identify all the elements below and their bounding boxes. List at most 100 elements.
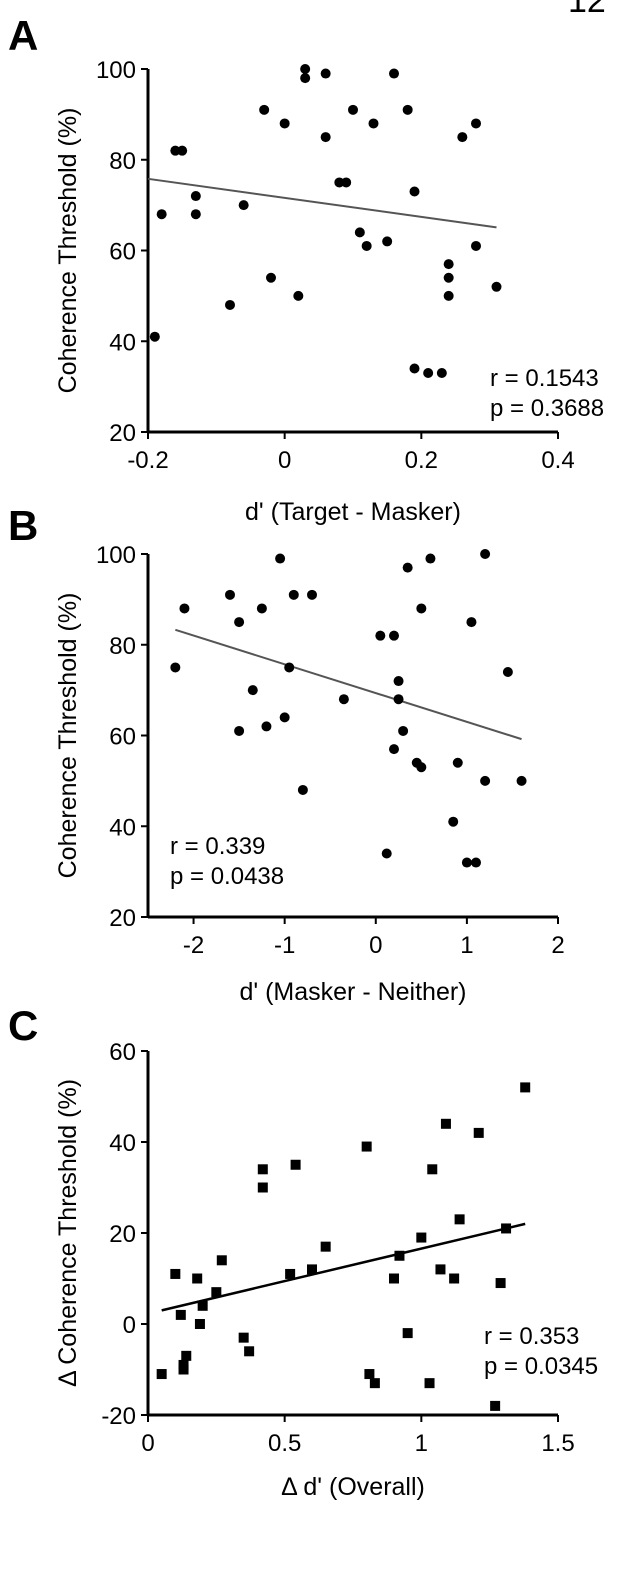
y-axis-label: Coherence Threshold (%)	[54, 108, 82, 394]
data-point	[284, 662, 295, 673]
data-point	[425, 553, 436, 564]
x-tick-label: 0	[369, 932, 382, 959]
data-point	[192, 1273, 203, 1284]
data-point	[461, 857, 472, 868]
x-tick-label: 0.5	[268, 1430, 301, 1457]
data-point	[389, 630, 399, 641]
panel-label: A	[8, 12, 38, 59]
y-tick-label: 40	[109, 814, 136, 841]
data-point	[354, 227, 365, 238]
stat-p-value: p = 0.0438	[170, 863, 284, 890]
panel-label: B	[8, 502, 38, 549]
data-point	[361, 240, 372, 251]
data-point	[307, 1264, 317, 1275]
data-point	[502, 666, 513, 677]
data-point	[238, 200, 249, 211]
data-point	[393, 676, 404, 687]
data-point	[452, 757, 463, 768]
stat-r-value: r = 0.1543	[490, 365, 599, 392]
data-point	[279, 712, 290, 723]
y-tick-label: 60	[109, 724, 136, 751]
data-point	[402, 104, 413, 115]
data-point	[520, 1082, 531, 1093]
stat-p-value: p = 0.0345	[484, 1353, 598, 1380]
chart-panel-a: A 20 40 60 80 100 -0.2 0 0.2 0.4 d' (Target - Mask…	[8, 12, 604, 526]
data-point	[436, 368, 447, 379]
x-tick-label: -1	[274, 932, 295, 959]
data-point	[257, 1164, 268, 1175]
y-tick-label: 40	[109, 1130, 136, 1157]
data-point	[427, 1164, 438, 1175]
data-point	[409, 186, 420, 197]
regression-line	[147, 177, 497, 229]
regression-line	[175, 628, 522, 741]
data-point	[320, 1241, 331, 1252]
data-point	[466, 617, 477, 628]
data-point	[389, 1273, 399, 1284]
x-tick-label: 0	[278, 447, 291, 474]
x-tick-label: 1	[415, 1430, 428, 1457]
panel-label: C	[8, 1002, 38, 1049]
data-point	[197, 1300, 208, 1311]
data-point	[177, 145, 188, 156]
regression-line	[161, 1222, 526, 1312]
y-tick-label: 0	[123, 1312, 136, 1339]
x-tick-label: -2	[183, 932, 204, 959]
data-point	[480, 549, 491, 559]
x-axis-label: d' (Masker - Neither)	[239, 978, 466, 1006]
stat-r-value: r = 0.339	[170, 833, 265, 860]
data-point	[225, 299, 235, 310]
data-point	[389, 68, 399, 79]
y-tick-label: -20	[101, 1403, 136, 1430]
data-point	[398, 725, 409, 736]
data-point	[443, 272, 454, 283]
data-point	[423, 368, 434, 379]
data-point	[457, 132, 468, 143]
data-point	[491, 281, 502, 292]
data-point	[516, 775, 527, 786]
data-point	[257, 1182, 268, 1193]
data-point	[320, 132, 331, 143]
data-point	[409, 363, 420, 374]
data-point	[471, 857, 481, 868]
x-tick-label: -0.2	[127, 447, 168, 474]
x-tick-label: 0.4	[541, 447, 574, 474]
data-point	[381, 848, 392, 859]
data-point	[440, 1118, 451, 1129]
data-point	[300, 64, 311, 74]
data-point	[338, 694, 349, 705]
stat-p-value: p = 0.3688	[490, 395, 604, 422]
data-point	[393, 694, 404, 705]
data-point	[238, 1332, 249, 1343]
data-point	[181, 1350, 192, 1361]
data-point	[261, 721, 272, 732]
data-point	[435, 1264, 446, 1275]
data-point	[156, 209, 167, 220]
data-point	[495, 1278, 506, 1289]
data-point	[297, 784, 308, 795]
y-axis-label: Coherence Threshold (%)	[54, 593, 82, 879]
x-tick-label: 1	[460, 932, 473, 959]
data-point	[285, 1268, 296, 1279]
data-point	[369, 1378, 380, 1389]
y-tick-label: 20	[109, 905, 136, 932]
stat-r-value: r = 0.353	[484, 1323, 579, 1350]
data-point	[175, 1309, 186, 1320]
data-point	[490, 1400, 501, 1411]
data-point	[190, 191, 201, 202]
data-point	[471, 118, 481, 129]
data-point	[364, 1369, 375, 1380]
data-point	[348, 104, 358, 115]
data-point	[234, 725, 245, 736]
data-point	[290, 1159, 301, 1170]
y-tick-label: 20	[109, 1221, 136, 1248]
data-point	[275, 553, 286, 564]
data-point	[244, 1346, 255, 1357]
data-point	[443, 259, 454, 270]
data-point	[293, 290, 304, 301]
x-tick-label: 0	[141, 1430, 154, 1457]
data-point	[194, 1319, 205, 1329]
data-point	[402, 562, 413, 573]
data-point	[389, 744, 399, 755]
